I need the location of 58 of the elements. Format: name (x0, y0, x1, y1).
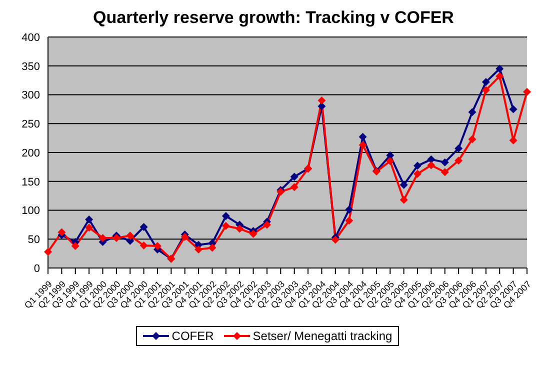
point (386, 151, 394, 160)
point (468, 135, 476, 144)
point (482, 78, 490, 86)
point (194, 246, 203, 254)
point (85, 224, 94, 232)
point (85, 215, 94, 224)
point (400, 196, 408, 204)
y-tick-label: 0 (34, 262, 40, 275)
point (414, 162, 422, 170)
point (454, 144, 463, 152)
point (427, 161, 436, 170)
point (222, 212, 230, 220)
y-tick-label: 200 (22, 147, 40, 160)
y-tick-label: 250 (22, 118, 40, 131)
point (290, 172, 298, 181)
y-tick-label: 150 (22, 176, 40, 188)
point (236, 224, 244, 233)
point (440, 158, 449, 166)
point (222, 222, 230, 230)
point (44, 248, 52, 256)
point (208, 244, 216, 252)
y-tick-label: 400 (22, 32, 40, 44)
point (482, 86, 490, 94)
point (249, 230, 258, 238)
point (140, 241, 148, 250)
point (414, 170, 422, 178)
y-tick-label: 50 (28, 234, 40, 246)
point (468, 108, 476, 116)
point (427, 155, 436, 164)
point (496, 72, 504, 80)
point (345, 216, 354, 225)
point (58, 228, 66, 236)
point (440, 168, 449, 176)
point (345, 206, 354, 214)
point (126, 232, 134, 240)
point (400, 180, 408, 189)
legend-label: COFER (172, 329, 214, 343)
point (262, 220, 271, 229)
point (140, 223, 148, 231)
point (98, 234, 107, 242)
legend-label: Setser/ Menegatti tracking (252, 329, 392, 343)
point (318, 96, 326, 105)
y-tick-label: 350 (22, 60, 40, 73)
point (454, 156, 463, 165)
point (331, 236, 340, 244)
point (523, 88, 531, 96)
y-tick-label: 300 (22, 90, 40, 102)
point (509, 105, 518, 114)
point (318, 102, 326, 110)
chart-title: Quarterly reserve growth: Tracking v COFER (92, 8, 455, 28)
point (358, 140, 367, 149)
point (496, 64, 504, 73)
point (153, 242, 162, 250)
point (180, 232, 189, 241)
point (290, 183, 298, 192)
point (71, 242, 80, 250)
point (386, 157, 394, 166)
y-tick-label: 100 (22, 205, 40, 218)
